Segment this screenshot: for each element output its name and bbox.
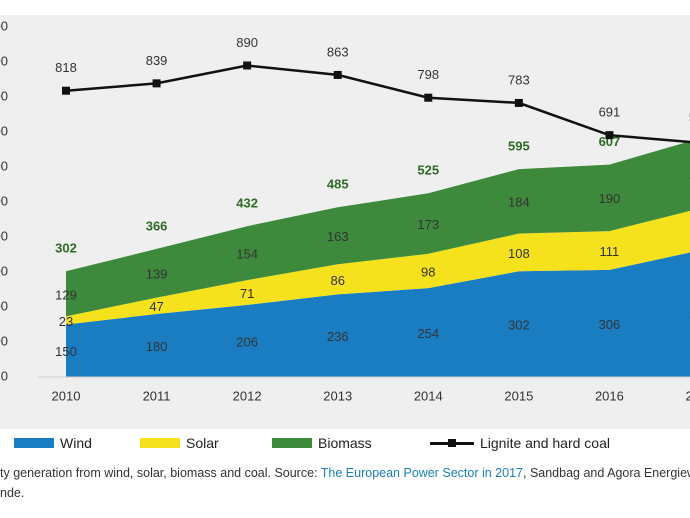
coal-point: [424, 93, 433, 102]
legend-label-solar: Solar: [186, 435, 219, 451]
legend-label-biomass: Biomass: [318, 435, 372, 451]
x-tick-label: 2015: [504, 388, 533, 403]
data-label-solar: 47: [149, 299, 163, 314]
coal-data-label: 783: [508, 72, 530, 87]
data-label-biomass: 129: [55, 287, 77, 302]
x-tick-label: 2012: [233, 388, 262, 403]
coal-data-label: 691: [599, 105, 621, 120]
coal-data-label: 839: [146, 53, 168, 68]
data-label-solar: 23: [59, 314, 73, 329]
data-label-biomass: 163: [327, 229, 349, 244]
data-label-wind: 306: [599, 317, 621, 332]
coal-data-label: 863: [327, 44, 349, 59]
x-tick-label: 2017: [686, 388, 690, 403]
y-tick-label: 800: [0, 88, 8, 103]
data-label-solar: 71: [240, 286, 254, 301]
total-label: 432: [236, 196, 258, 211]
coal-point: [62, 86, 70, 95]
y-tick-label: 100: [0, 333, 8, 348]
total-label: 485: [327, 177, 349, 192]
coal-data-label: 818: [55, 60, 77, 75]
coal-data-label: 890: [236, 35, 258, 50]
coal-point: [243, 61, 252, 70]
legend-swatch-biomass: [272, 438, 312, 448]
data-label-biomass: 190: [599, 191, 621, 206]
total-label: 525: [417, 163, 439, 178]
data-label-biomass: 154: [236, 247, 258, 262]
y-tick-label: 300: [0, 263, 8, 278]
legend: Wind Solar Biomass Lignite and hard coal: [0, 432, 690, 454]
data-label-wind: 236: [327, 329, 349, 344]
legend-item-solar: Solar: [140, 432, 219, 454]
total-label: 366: [146, 218, 168, 233]
y-tick-label: 200: [0, 298, 8, 313]
coal-point: [605, 131, 614, 140]
coal-data-label: 798: [417, 67, 439, 82]
data-label-wind: 206: [236, 334, 258, 349]
coal-point: [333, 70, 342, 79]
caption: ty generation from wind, solar, biomass …: [0, 463, 690, 503]
area-biomass: [66, 141, 690, 317]
legend-label-wind: Wind: [60, 435, 92, 451]
y-tick-label: 900: [0, 53, 8, 68]
data-label-biomass: 184: [508, 195, 530, 210]
y-tick-label: 600: [0, 158, 8, 173]
caption-line-2: nde.: [0, 486, 25, 500]
legend-item-wind: Wind: [14, 432, 92, 454]
legend-line-coal: [430, 438, 474, 448]
chart-panel: 0 100 200 300 400 500 600 700 800 900 1000 2010 2011…: [0, 15, 690, 429]
data-label-biomass: 173: [417, 217, 439, 232]
caption-text-start: ty generation from wind, solar, biomass …: [0, 466, 321, 480]
y-tick-label: 0: [1, 368, 8, 383]
coal-point: [514, 98, 523, 107]
area-solar: [66, 210, 690, 325]
caption-text-end: , Sandbag and Agora Energiewe: [523, 466, 690, 480]
chart-svg: 0 100 200 300 400 500 600 700 800 900 1000 2010 2011…: [0, 18, 690, 403]
coal-point: [152, 79, 161, 88]
caption-line-1: ty generation from wind, solar, biomass …: [0, 463, 690, 483]
caption-source-link[interactable]: The European Power Sector in 2017: [320, 466, 523, 480]
x-tick-label: 2010: [52, 388, 81, 403]
coal-line: [65, 64, 690, 144]
data-label-wind: 302: [508, 318, 530, 333]
legend-label-coal: Lignite and hard coal: [480, 435, 610, 451]
total-label: 302: [55, 241, 77, 256]
legend-swatch-solar: [140, 438, 180, 448]
data-label-wind: 254: [417, 326, 439, 341]
data-label-wind: 180: [146, 339, 168, 354]
data-label-wind: 150: [55, 344, 77, 359]
y-tick-label: 700: [0, 123, 8, 138]
data-label-solar: 98: [421, 264, 435, 279]
y-tick-label: 500: [0, 193, 8, 208]
legend-swatch-wind: [14, 438, 54, 448]
x-tick-label: 2014: [414, 388, 443, 403]
x-tick-label: 2011: [143, 388, 171, 403]
y-tick-label: 1000: [0, 18, 8, 33]
total-label: 595: [508, 139, 530, 154]
total-label: 607: [599, 134, 621, 149]
y-tick-label: 400: [0, 228, 8, 243]
data-label-solar: 108: [508, 246, 530, 261]
legend-item-coal: Lignite and hard coal: [430, 432, 610, 454]
data-label-solar: 111: [600, 244, 620, 259]
data-label-biomass: 139: [146, 267, 168, 282]
area-wind: [66, 252, 690, 377]
legend-item-biomass: Biomass: [272, 432, 372, 454]
x-tick-label: 2013: [323, 388, 352, 403]
x-tick-label: 2016: [595, 388, 624, 403]
data-label-solar: 86: [330, 273, 344, 288]
